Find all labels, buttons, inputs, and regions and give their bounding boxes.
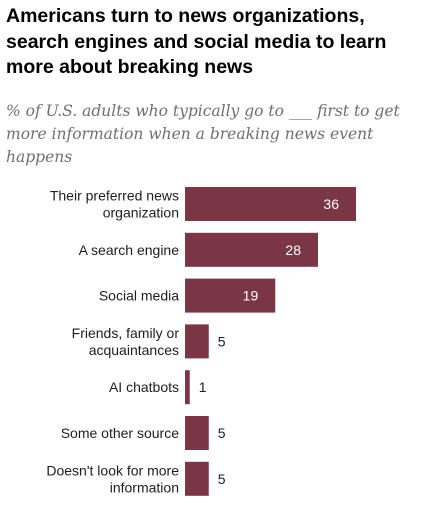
category-label: Their preferred news organization [50, 188, 179, 221]
bar [185, 187, 356, 221]
value-label: 5 [218, 425, 226, 441]
category-label: A search engine [79, 242, 180, 258]
bar [185, 278, 276, 313]
category-label: AI chatbots [109, 379, 179, 395]
category-label: Doesn't look for more information [46, 462, 179, 495]
value-label: 28 [285, 242, 301, 258]
value-label: 19 [243, 288, 259, 304]
bar [185, 416, 209, 450]
value-label: 1 [199, 379, 207, 395]
value-label: 5 [218, 333, 226, 349]
chart-subtitle: % of U.S. adults who typically go to ___… [6, 102, 400, 166]
bar [185, 232, 318, 267]
bar [185, 370, 190, 405]
chart-title: Americans turn to news organizations, se… [6, 5, 387, 78]
value-label: 5 [218, 471, 226, 487]
category-label: Friends, family or acquaintances [72, 325, 180, 358]
category-label: Social media [99, 288, 179, 304]
bar [185, 461, 209, 496]
category-label: Some other source [61, 425, 179, 441]
bar [185, 324, 209, 359]
value-label: 36 [323, 196, 339, 212]
